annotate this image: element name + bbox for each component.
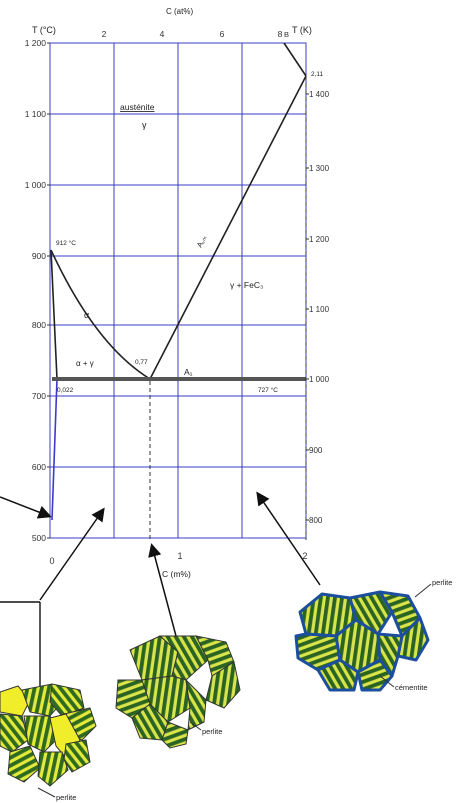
arrow-hypoeutectoid [39,507,105,601]
acm-line [149,75,307,380]
perlite-right-label: perlite [432,578,452,587]
alpha-label: α [84,310,89,320]
perlite-left-pointer [37,787,56,798]
left-tick-500: 500 [32,533,46,543]
connector-lines [0,601,41,690]
perlite-center-label: perlite [202,727,222,736]
bottom-tick-1: 1 [177,551,182,561]
left-tick-900: 900 [32,251,46,261]
left-tick-labels: 1 200 1 100 1 000 900 800 700 600 500 [25,38,47,543]
top-tick-labels: 2 4 6 8 [102,29,283,39]
perlite-right-pointer [414,583,432,598]
bottom-axis-title: C (m%) [162,569,191,579]
cementite-pointer [379,675,395,688]
phase-boundaries [50,42,307,521]
right-tick-1400: 1 400 [309,90,330,99]
right-tick-1300: 1 300 [309,164,330,173]
right-tick-1200: 1 200 [309,235,330,244]
c0022-label: 0,022 [57,387,74,394]
a1-label: A₁ [184,367,193,377]
left-axis-title: T (°C) [32,25,56,35]
dashed-guides [149,76,307,540]
left-tick-1100: 1 100 [25,109,47,119]
left-tick-marks [47,42,50,539]
gridlines-horizontal [50,113,306,468]
right-tick-labels: 1 400 1 300 1 200 1 100 1 000 900 800 [309,90,330,525]
bottom-tick-0: 0 [49,556,54,566]
perlite-left-label: perlite [56,793,76,802]
a3-curve [50,249,151,380]
right-tick-900: 900 [309,446,323,455]
eutectoid-line-a1 [52,377,306,381]
arrow-eutectoid [148,543,177,637]
t912-label: 912 °C [56,239,76,247]
c211-label: 2,11 [311,71,324,78]
diagram-labels: austénite γ 912 °C A꜀ₘ γ + FeC₃ α α + γ … [56,71,324,394]
arrow-hypereutectoid [256,491,321,586]
left-tick-700: 700 [32,391,46,401]
top-corner-label: B [284,30,289,39]
bottom-tick-2: 2 [302,551,307,561]
left-tick-1000: 1 000 [25,180,47,190]
microstructure-hypoeutectoid [0,683,97,787]
perlite-center-pointer [189,721,202,731]
gamma-fec3-label: γ + FeC₃ [230,280,263,290]
top-tick-2: 2 [102,29,107,39]
austenite-label: austénite [120,102,155,112]
bottom-tick-labels: 0 1 2 [49,551,307,566]
ferrite-solvus-lower [51,378,58,521]
top-tick-8: 8 [278,29,283,39]
t727-label: 727 °C [258,386,278,394]
top-right-line [283,42,307,77]
gridlines-vertical [113,43,243,538]
left-tick-800: 800 [32,320,46,330]
c077-label: 0,77 [135,359,148,366]
right-tick-1000: 1 000 [309,375,330,384]
microstructure-eutectoid [115,635,241,749]
top-axis-title: C (at%) [166,7,193,16]
acm-label: A꜀ₘ [195,234,209,249]
right-tick-800: 800 [309,516,323,525]
right-axis-title: T (K) [292,25,312,35]
arrow-ferrite [0,496,52,519]
arrows [0,491,321,637]
cementite-label: cémentite [395,683,428,692]
alpha-gamma-label: α + γ [76,359,94,368]
left-tick-1200: 1 200 [25,38,47,48]
top-tick-6: 6 [220,29,225,39]
top-tick-4: 4 [160,29,165,39]
right-tick-1100: 1 100 [309,305,330,314]
left-tick-600: 600 [32,462,46,472]
ferrite-solvus-upper [50,249,58,380]
microstructure-hypereutectoid [294,590,430,692]
austenite-symbol: γ [142,120,147,130]
